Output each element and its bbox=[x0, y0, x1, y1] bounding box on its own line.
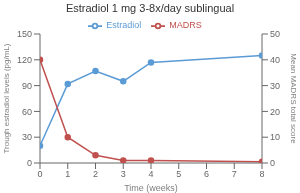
svg-text:20: 20 bbox=[270, 107, 280, 117]
svg-text:40: 40 bbox=[270, 55, 280, 65]
svg-text:50: 50 bbox=[270, 29, 280, 39]
svg-text:Time (weeks): Time (weeks) bbox=[124, 183, 178, 193]
svg-text:0: 0 bbox=[27, 158, 32, 168]
svg-text:90: 90 bbox=[22, 81, 32, 91]
svg-text:8: 8 bbox=[259, 169, 264, 179]
svg-text:120: 120 bbox=[17, 55, 32, 65]
svg-text:150: 150 bbox=[17, 29, 32, 39]
html-text:Estradiol: Estradiol bbox=[106, 20, 142, 30]
svg-text:Trough estradiol levels (pg/mL: Trough estradiol levels (pg/mL) bbox=[8, 43, 11, 153]
svg-text:1: 1 bbox=[65, 169, 70, 179]
svg-text:7: 7 bbox=[232, 169, 237, 179]
svg-text:3: 3 bbox=[121, 169, 126, 179]
html-text:MADRS: MADRS bbox=[169, 20, 202, 30]
html-text:Estradiol 1 mg 3-8x/day sublin: Estradiol 1 mg 3-8x/day sublingual bbox=[65, 2, 235, 14]
svg-text:2: 2 bbox=[93, 169, 98, 179]
svg-text:60: 60 bbox=[22, 107, 32, 117]
svg-text:30: 30 bbox=[270, 81, 280, 91]
svg-text:Mean MADRS total score: Mean MADRS total score bbox=[289, 53, 292, 144]
svg-text:30: 30 bbox=[22, 132, 32, 142]
svg-text:6: 6 bbox=[204, 169, 209, 179]
svg-text:0: 0 bbox=[270, 158, 275, 168]
svg-text:5: 5 bbox=[176, 169, 181, 179]
svg-text:0: 0 bbox=[37, 169, 42, 179]
svg-text:4: 4 bbox=[148, 169, 153, 179]
svg-text:10: 10 bbox=[270, 132, 280, 142]
